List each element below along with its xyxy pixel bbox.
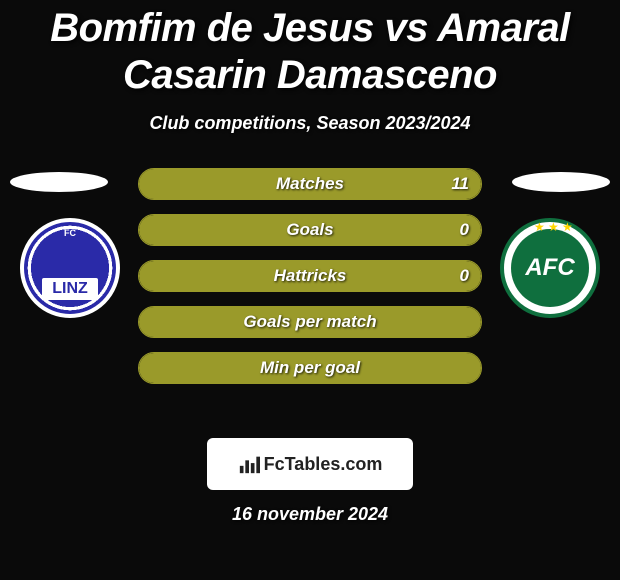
star-icon: ★ [548, 220, 559, 234]
stat-bar: Hattricks 0 [138, 260, 482, 292]
stat-bar: Matches 11 [138, 168, 482, 200]
bar-chart-icon [238, 453, 260, 475]
stat-bar-fill-right [310, 215, 481, 245]
date-label: 16 november 2024 [0, 504, 620, 525]
subtitle: Club competitions, Season 2023/2024 [0, 113, 620, 134]
crest-left-main-text: LINZ [42, 278, 98, 300]
fctables-logo[interactable]: FcTables.com [207, 438, 413, 490]
crest-left: FC LINZ [20, 218, 120, 318]
crest-right-inner: AFC [511, 229, 589, 307]
fctables-logo-text: FcTables.com [264, 454, 383, 475]
page-title: Bomfim de Jesus vs Amaral Casarin Damasc… [0, 0, 620, 99]
stat-value-right: 11 [451, 174, 469, 194]
crest-left-arc-text: FC [24, 228, 116, 238]
stat-bar: Goals per match [138, 306, 482, 338]
player-left-label-ellipse [10, 172, 108, 192]
stat-label: Min per goal [260, 358, 360, 378]
crest-right: ★ ★ ★ AFC [500, 218, 600, 318]
comparison-arena: FC LINZ ★ ★ ★ AFC Matches11Goals0Hattric… [0, 168, 620, 418]
player-right-label-ellipse [512, 172, 610, 192]
stat-bar: Min per goal [138, 352, 482, 384]
stat-label: Goals per match [243, 312, 376, 332]
stat-bar: Goals 0 [138, 214, 482, 246]
star-icon: ★ [534, 220, 545, 234]
stat-label: Matches [276, 174, 344, 194]
star-icon: ★ [562, 220, 573, 234]
stat-value-right: 0 [460, 220, 469, 240]
stat-label: Hattricks [274, 266, 347, 286]
stat-bar-fill-left [139, 215, 310, 245]
crest-right-monogram: AFC [525, 254, 574, 282]
stat-bars: Matches 11 Goals 0 Hattricks 0 Goals per match… [138, 168, 482, 384]
stat-value-right: 0 [460, 266, 469, 286]
stat-label: Goals [286, 220, 333, 240]
